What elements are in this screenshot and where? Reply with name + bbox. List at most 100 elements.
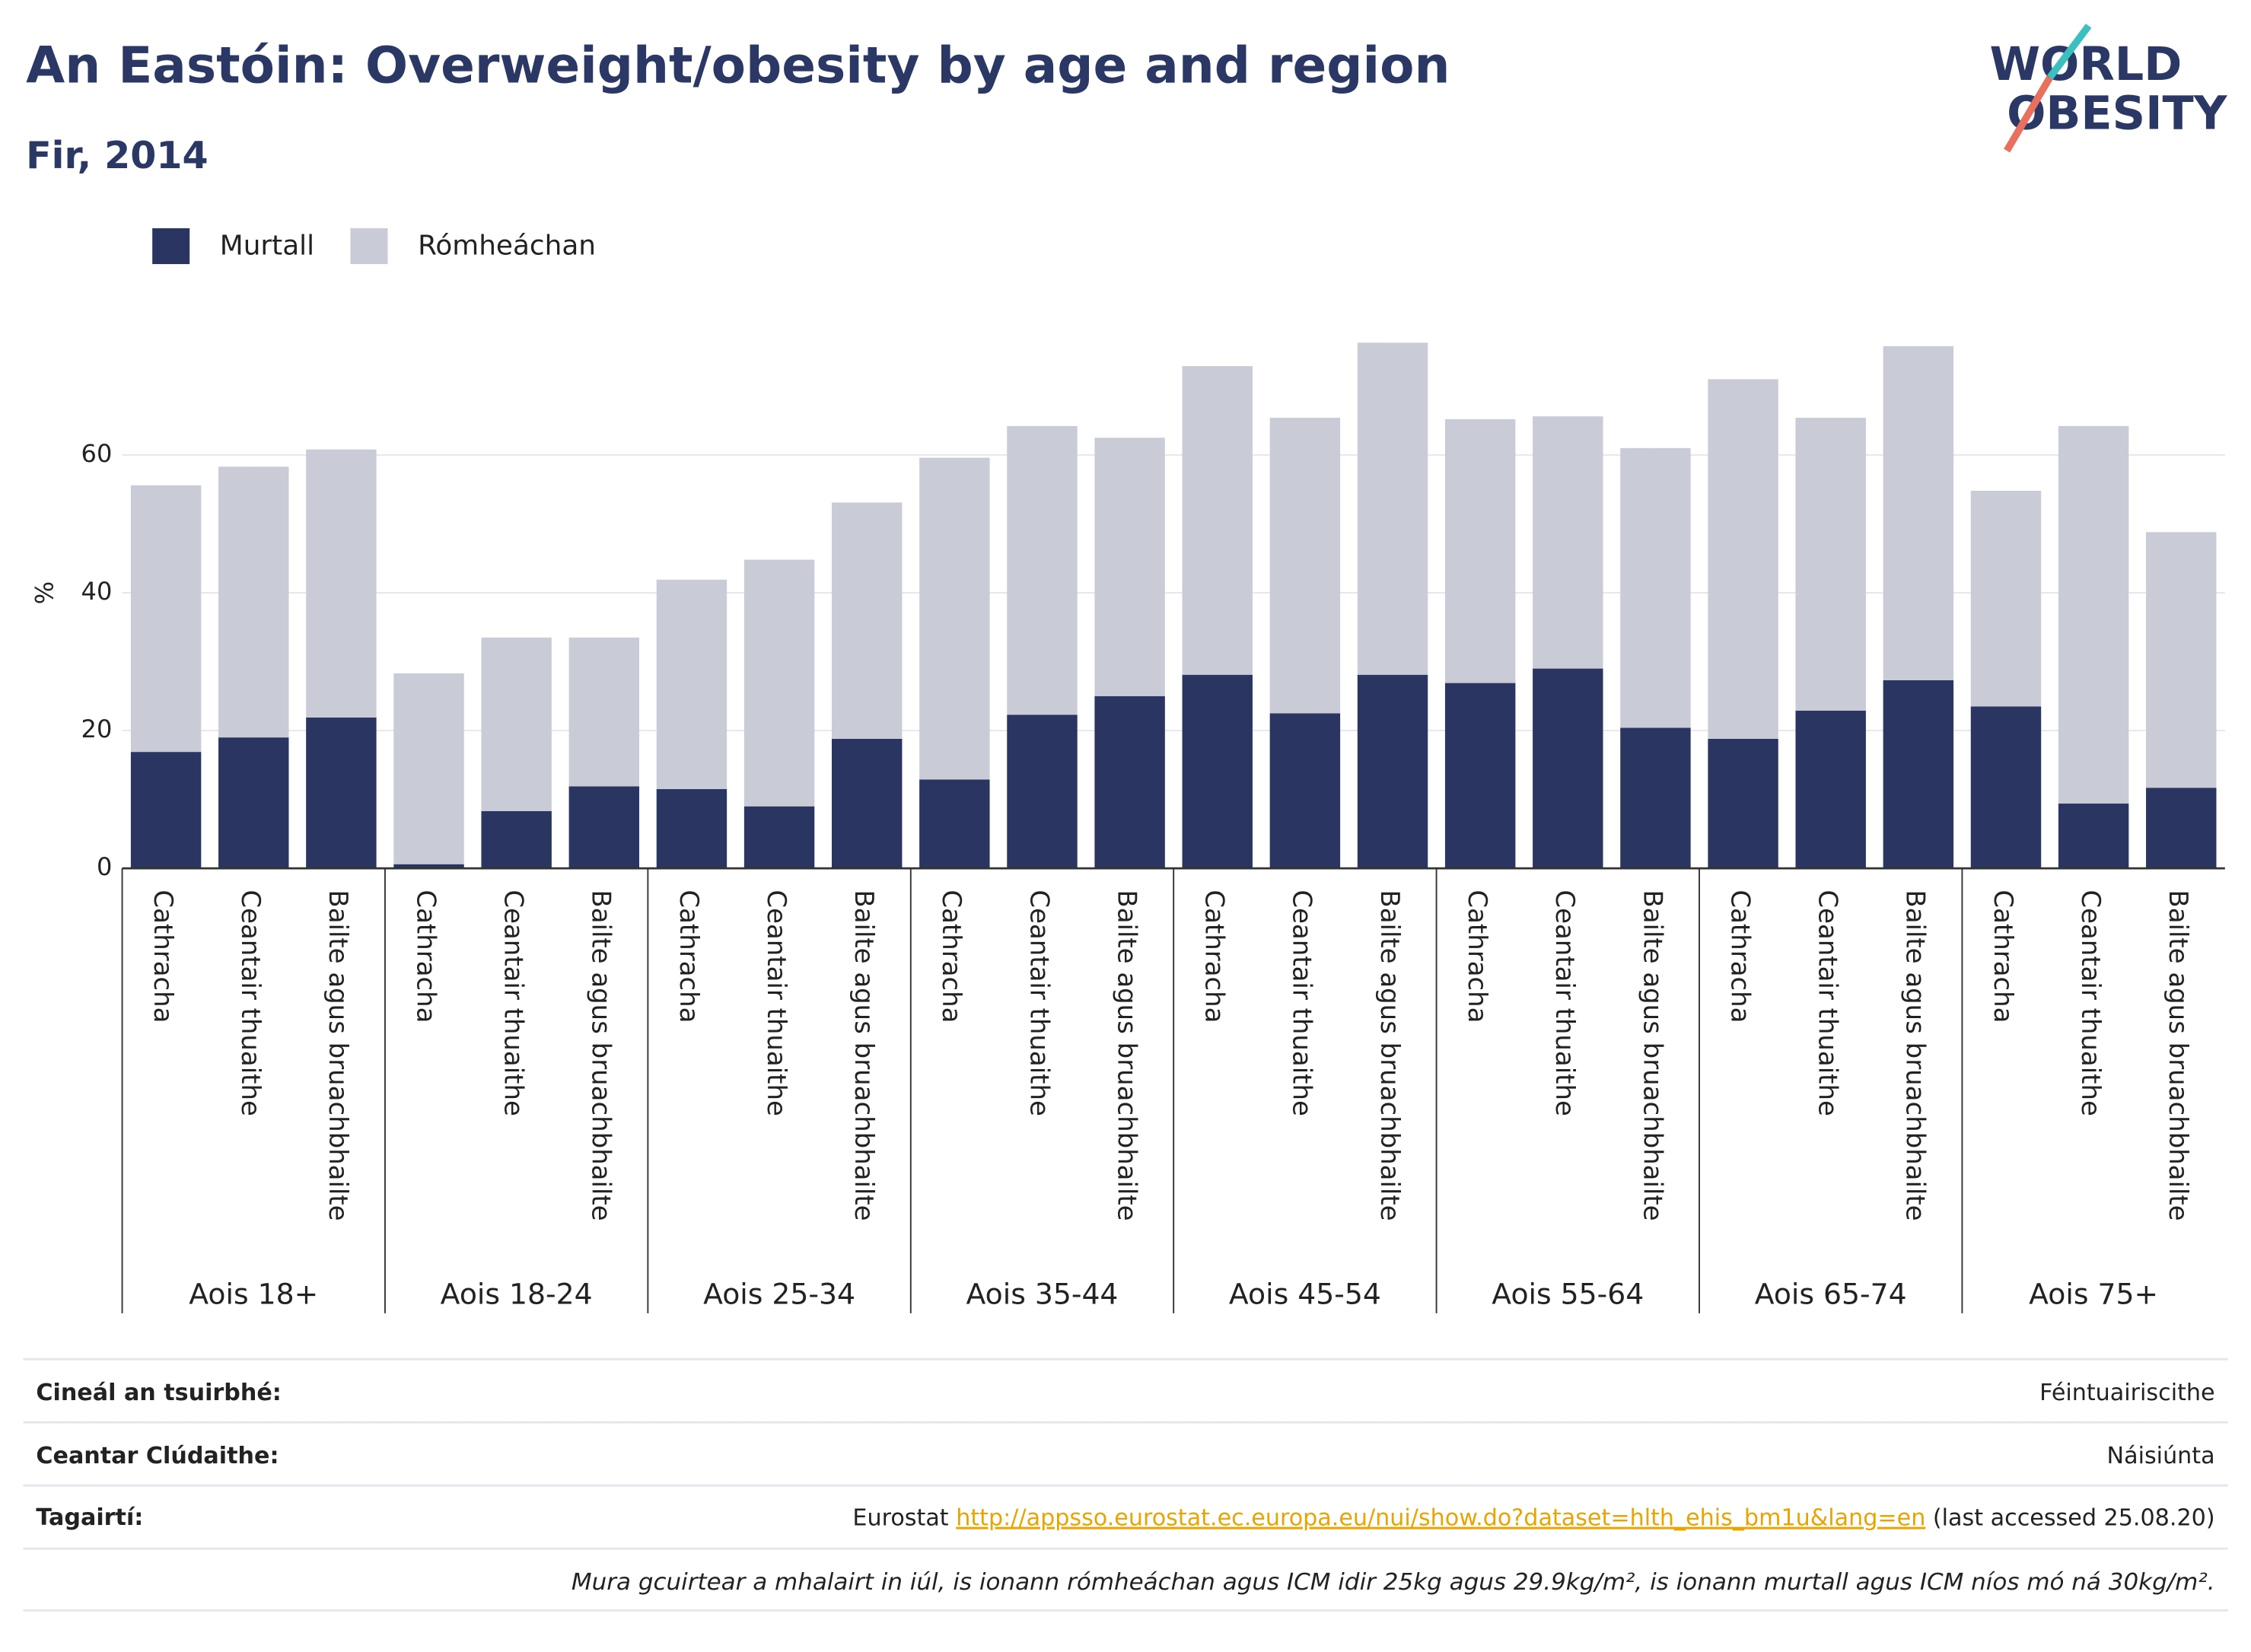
bar-segment: [1970, 706, 2042, 869]
x-tick-label: Bailte agus bruachbhailte: [323, 890, 353, 1221]
bar-segment: [743, 806, 815, 869]
x-tick-label: Ceantair thuaithe: [2075, 890, 2106, 1116]
y-tick-label: 40: [81, 577, 113, 606]
bar-segment: [1795, 710, 1866, 869]
bar-segment: [1533, 668, 1603, 869]
x-tick-label: Ceantair thuaithe: [1549, 890, 1580, 1116]
chart-title: An Eastóin: Overweight/obesity by age an…: [26, 37, 1450, 95]
footer-label: Ceantar Clúdaithe:: [36, 1443, 279, 1469]
bar-segment: [1444, 419, 1516, 683]
bar-segment: [481, 810, 552, 869]
x-tick-label: Ceantair thuaithe: [1813, 890, 1843, 1116]
bar-segment: [1708, 738, 1778, 869]
reference-link[interactable]: http://appsso.eurostat.ec.europa.eu/nui/…: [956, 1504, 1925, 1531]
chart-subtitle: Fir, 2014: [26, 133, 208, 177]
x-tick-label: Ceantair thuaithe: [1287, 890, 1317, 1116]
bar-segment: [656, 579, 728, 790]
legend-label: Rómheáchan: [418, 230, 596, 261]
x-tick-label: Cathracha: [1724, 890, 1755, 1023]
bar-segment: [1007, 715, 1078, 869]
y-tick-label: 0: [97, 852, 112, 881]
x-tick-label: Bailte agus bruachbhailte: [1374, 890, 1405, 1221]
bar-segment: [1883, 345, 1954, 680]
bar-segment: [1182, 674, 1253, 869]
x-tick-label: Ceantair thuaithe: [1024, 890, 1054, 1116]
bar-segment: [1094, 438, 1165, 696]
bar-segment: [306, 717, 377, 869]
x-tick-label: Cathracha: [148, 890, 178, 1023]
bar-segment: [1970, 491, 2042, 707]
bar-segment: [1620, 447, 1691, 728]
bar-segment: [393, 673, 464, 864]
footer-value: Náisiúnta: [2107, 1443, 2215, 1469]
logo-slash: [2004, 75, 2053, 153]
reference-source: Eurostat: [852, 1504, 948, 1531]
group-label: Aois 35-44: [966, 1278, 1119, 1311]
logo-text: WORLD: [1989, 38, 2182, 91]
x-tick-label: Cathracha: [1988, 890, 2018, 1023]
bar-segment: [1357, 674, 1428, 869]
bar-segment: [1708, 379, 1778, 739]
footer-reference: Eurostat http://appsso.eurostat.ec.europ…: [852, 1504, 2214, 1531]
bar-segment: [656, 789, 728, 869]
logo-text: OBESITY: [2007, 87, 2228, 140]
bar-segment: [1269, 713, 1341, 869]
y-tick-label: 20: [81, 715, 113, 743]
footer-note: Mura gcuirtear a mhalairt in iúl, is ion…: [572, 1569, 2215, 1596]
bar-segment: [1444, 683, 1516, 869]
group-label: Aois 25-34: [703, 1278, 855, 1311]
bar-segment: [919, 779, 990, 869]
bar-segment: [130, 752, 202, 869]
bar-segment: [1357, 342, 1428, 675]
bar-segment: [568, 637, 640, 787]
footer-label: Tagairtí:: [36, 1504, 143, 1531]
bar-segment: [218, 737, 289, 869]
legend-label: Murtall: [220, 230, 314, 261]
group-label: Aois 75+: [2029, 1278, 2158, 1311]
bar-segment: [2058, 425, 2129, 804]
logo-slash: [2046, 24, 2092, 80]
bar-segment: [2058, 804, 2129, 869]
bar-segment: [130, 485, 202, 753]
legend-swatch: [350, 228, 388, 265]
x-tick-label: Cathracha: [1462, 890, 1492, 1023]
bar-segment: [832, 738, 903, 869]
x-tick-label: Bailte agus bruachbhailte: [586, 890, 616, 1221]
group-label: Aois 45-54: [1229, 1278, 1381, 1311]
x-tick-label: Bailte agus bruachbhailte: [2163, 890, 2193, 1221]
x-tick-label: Cathracha: [410, 890, 441, 1023]
x-tick-label: Ceantair thuaithe: [498, 890, 529, 1116]
bar-segment: [919, 457, 990, 780]
bar-segment: [1620, 727, 1691, 869]
bar-segment: [2146, 788, 2217, 869]
x-tick-label: Bailte agus bruachbhailte: [1637, 890, 1667, 1221]
group-label: Aois 55-64: [1492, 1278, 1644, 1311]
group-label: Aois 65-74: [1755, 1278, 1907, 1311]
group-label: Aois 18+: [189, 1278, 318, 1311]
bar-segment: [218, 466, 289, 738]
x-tick-label: Bailte agus bruachbhailte: [849, 890, 879, 1221]
bar-segment: [1883, 680, 1954, 869]
x-tick-label: Bailte agus bruachbhailte: [1900, 890, 1931, 1221]
x-tick-label: Cathracha: [1199, 890, 1230, 1023]
bar-segment: [1795, 418, 1866, 711]
x-tick-label: Ceantair thuaithe: [235, 890, 266, 1116]
x-tick-label: Cathracha: [936, 890, 966, 1023]
y-axis-label: %: [30, 581, 59, 604]
footer-value: Féintuairiscithe: [2039, 1380, 2214, 1406]
logo: WORLD OBESITY: [1989, 24, 2228, 153]
bar-segment: [481, 637, 552, 811]
legend-swatch: [152, 228, 190, 265]
bar-segment: [1533, 416, 1603, 669]
bar-segment: [1094, 695, 1165, 869]
bar-segment: [743, 559, 815, 807]
bar-segment: [1007, 425, 1078, 715]
bar-segment: [306, 449, 377, 718]
bar-segment: [568, 786, 640, 869]
y-tick-label: 60: [81, 439, 113, 468]
bar-segment: [832, 502, 903, 739]
bar-segment: [2146, 532, 2217, 788]
x-tick-label: Bailte agus bruachbhailte: [1111, 890, 1141, 1221]
x-tick-label: Cathracha: [673, 890, 704, 1023]
